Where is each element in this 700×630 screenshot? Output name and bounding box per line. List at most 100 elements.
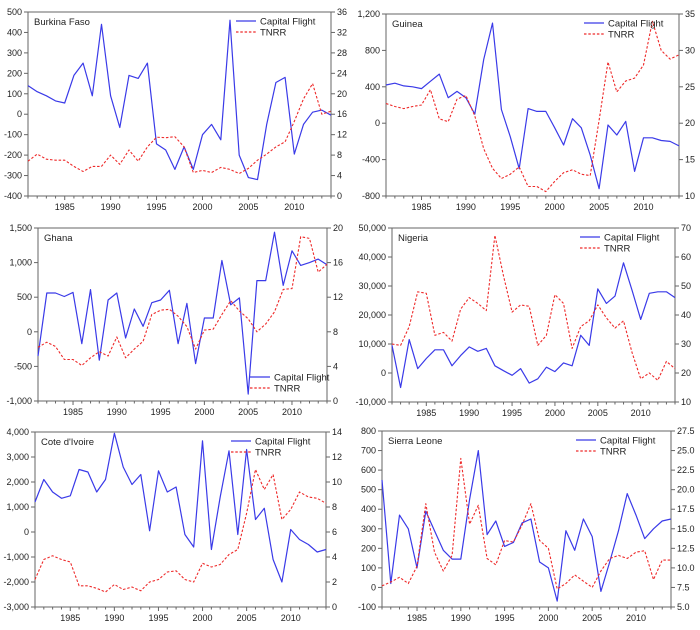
x-tick-label: 1985 xyxy=(55,202,75,212)
y-right-tick-label: 8 xyxy=(333,327,338,337)
legend-label-capital-flight: Capital Flight xyxy=(608,19,664,30)
y-left-tick-label: 200 xyxy=(7,68,22,78)
y-right-tick-label: 5.0 xyxy=(677,602,690,612)
x-tick-label: 2005 xyxy=(238,202,258,212)
y-right-tick-label: 32 xyxy=(337,27,347,37)
y-right-tick-label: 12 xyxy=(332,452,342,462)
y-left-tick-label: -300 xyxy=(4,171,22,181)
y-left-tick-label: 10,000 xyxy=(358,339,386,349)
x-tick-label: 1985 xyxy=(63,407,83,417)
y-left-tick-label: 1,200 xyxy=(357,9,380,19)
x-tick-label: 2005 xyxy=(588,408,608,418)
x-tick-label: 1990 xyxy=(101,202,121,212)
y-left-tick-label: 0 xyxy=(375,118,380,128)
y-left-tick-label: 600 xyxy=(361,465,376,475)
series-line-tnrr xyxy=(385,20,680,193)
series-line-tnrr xyxy=(34,468,327,593)
y-left-tick-label: 1,000 xyxy=(6,502,29,512)
x-tick-label: 2010 xyxy=(626,613,646,623)
y-left-tick-label: 500 xyxy=(7,7,22,17)
x-tick-label: 2000 xyxy=(192,202,212,212)
x-tick-label: 1995 xyxy=(500,202,520,212)
x-tick-label: 2000 xyxy=(545,202,565,212)
y-right-tick-label: 10 xyxy=(685,191,695,201)
y-right-tick-label: 20 xyxy=(685,118,695,128)
y-left-tick-label: -800 xyxy=(362,191,380,201)
plot-frame xyxy=(34,431,327,608)
series-line-capital-flight xyxy=(385,22,680,190)
series-line-capital-flight xyxy=(27,19,332,181)
y-left-tick-label: 300 xyxy=(7,48,22,58)
y-left-tick-label: 700 xyxy=(361,446,376,456)
y-right-tick-label: 6 xyxy=(332,527,337,537)
y-right-tick-label: 50 xyxy=(681,281,691,291)
x-tick-label: 2010 xyxy=(631,408,651,418)
x-tick-label: 1985 xyxy=(407,613,427,623)
y-right-tick-label: 8 xyxy=(332,502,337,512)
y-left-tick-label: 30,000 xyxy=(358,281,386,291)
series-line-capital-flight xyxy=(34,432,327,583)
y-right-tick-label: 10.0 xyxy=(677,563,695,573)
plot-frame xyxy=(391,227,676,403)
y-left-tick-label: 500 xyxy=(17,292,32,302)
y-left-tick-label: 0 xyxy=(17,109,22,119)
panel-title: Nigeria xyxy=(398,233,429,244)
y-right-tick-label: 70 xyxy=(681,223,691,233)
y-right-tick-label: 20 xyxy=(337,89,347,99)
y-right-tick-label: 35 xyxy=(685,9,695,19)
x-tick-label: 1985 xyxy=(411,202,431,212)
x-tick-label: 2000 xyxy=(545,408,565,418)
y-right-tick-label: 15.0 xyxy=(677,524,695,534)
y-left-tick-label: -10,000 xyxy=(355,397,386,407)
y-right-tick-label: 14 xyxy=(332,427,342,437)
y-right-tick-label: 20 xyxy=(681,368,691,378)
x-tick-label: 1990 xyxy=(451,613,471,623)
series-line-tnrr xyxy=(37,236,328,367)
legend-label-tnrr: TNRR xyxy=(255,448,282,459)
y-left-tick-label: -2,000 xyxy=(3,577,29,587)
chart-panel-cote-d-ivoire: -3,000 -2,000 -1,000 0 1,000 2,000 3,000 4,000 0… xyxy=(3,427,342,623)
y-right-tick-label: 22.5 xyxy=(677,465,695,475)
y-left-tick-label: 100 xyxy=(361,563,376,573)
y-right-tick-label: 20.0 xyxy=(677,485,695,495)
y-left-tick-label: 0 xyxy=(371,582,376,592)
y-right-tick-label: 2 xyxy=(332,577,337,587)
y-right-tick-label: 24 xyxy=(337,68,347,78)
x-tick-label: 1990 xyxy=(459,408,479,418)
x-tick-label: 1990 xyxy=(456,202,476,212)
y-right-tick-label: 16 xyxy=(337,109,347,119)
y-left-tick-label: -100 xyxy=(358,602,376,612)
series-line-capital-flight xyxy=(381,450,672,602)
x-tick-label: 2000 xyxy=(194,407,214,417)
y-left-tick-label: -400 xyxy=(4,191,22,201)
y-right-tick-label: 12 xyxy=(333,292,343,302)
y-left-tick-label: 800 xyxy=(365,45,380,55)
y-left-tick-label: -100 xyxy=(4,130,22,140)
series-line-tnrr xyxy=(381,457,671,590)
panel-title: Burkina Faso xyxy=(34,17,90,28)
y-left-tick-label: 1,500 xyxy=(9,223,32,233)
y-right-tick-label: 0 xyxy=(333,396,338,406)
legend-label-tnrr: TNRR xyxy=(260,28,287,39)
x-tick-label: 2005 xyxy=(237,613,257,623)
x-tick-label: 1995 xyxy=(148,613,168,623)
y-left-tick-label: 1,000 xyxy=(9,258,32,268)
plot-frame xyxy=(381,430,672,608)
x-tick-label: 2010 xyxy=(284,202,304,212)
legend-label-capital-flight: Capital Flight xyxy=(600,436,656,447)
y-right-tick-label: 0 xyxy=(337,191,342,201)
series-line-capital-flight xyxy=(37,231,328,395)
panel-title: Guinea xyxy=(392,19,423,30)
legend-label-capital-flight: Capital Flight xyxy=(604,233,660,244)
chart-panel-sierra-leone: -100 0 100 200 300 400 500 600 700 800 5.0 7.5 10.0 1… xyxy=(358,426,695,623)
y-right-tick-label: 16 xyxy=(333,258,343,268)
x-tick-label: 1985 xyxy=(60,613,80,623)
y-right-tick-label: 20 xyxy=(333,223,343,233)
series-line-tnrr xyxy=(391,234,676,381)
y-left-tick-label: -1,000 xyxy=(3,552,29,562)
